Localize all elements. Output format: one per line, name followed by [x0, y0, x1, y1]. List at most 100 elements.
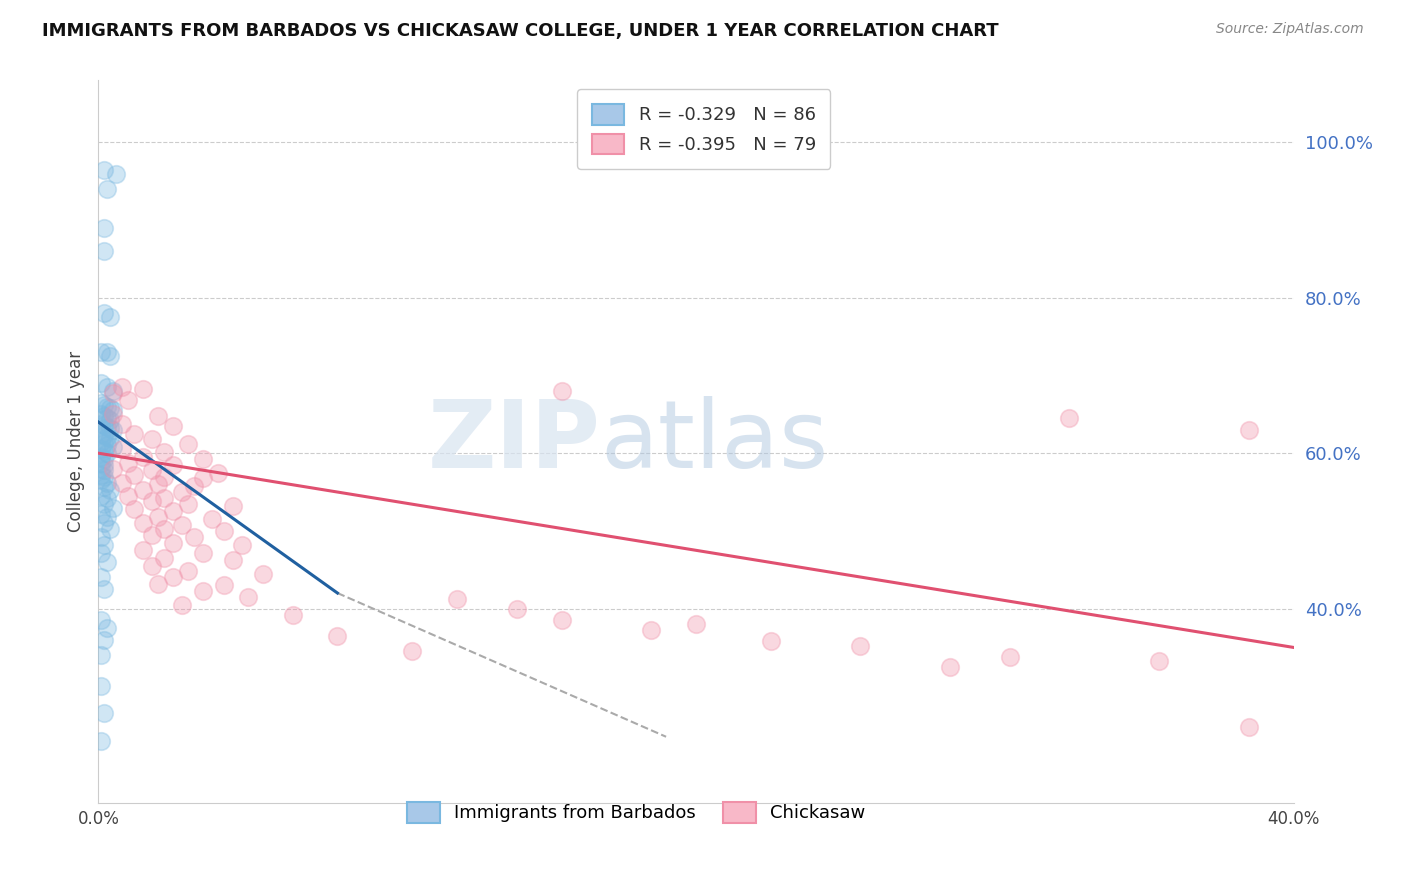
Point	[96, 621, 118, 635]
Point	[1237, 720, 1260, 734]
Point	[201, 512, 224, 526]
Point	[93, 220, 115, 235]
Point	[1147, 654, 1170, 668]
Point	[90, 434, 112, 449]
Point	[111, 380, 134, 394]
Point	[998, 649, 1021, 664]
Point	[153, 469, 176, 483]
Point	[281, 607, 304, 622]
Point	[98, 349, 122, 363]
Point	[148, 576, 170, 591]
Point	[90, 489, 112, 503]
Point	[103, 440, 125, 454]
Point	[236, 590, 259, 604]
Point	[162, 504, 184, 518]
Point	[177, 564, 200, 578]
Point	[506, 601, 529, 615]
Point	[96, 491, 118, 506]
Text: IMMIGRANTS FROM BARBADOS VS CHICKASAW COLLEGE, UNDER 1 YEAR CORRELATION CHART: IMMIGRANTS FROM BARBADOS VS CHICKASAW CO…	[42, 22, 998, 40]
Point	[93, 162, 115, 177]
Point	[90, 546, 112, 560]
Point	[96, 555, 118, 569]
Point	[1059, 411, 1081, 425]
Point	[759, 634, 782, 648]
Point	[90, 461, 112, 475]
Point	[90, 345, 112, 359]
Point	[90, 679, 112, 693]
Point	[685, 617, 707, 632]
Point	[98, 522, 122, 536]
Point	[191, 584, 214, 599]
Point	[93, 306, 115, 320]
Point	[105, 167, 128, 181]
Point	[401, 644, 423, 658]
Point	[90, 442, 112, 457]
Point	[153, 444, 176, 458]
Point	[98, 413, 122, 427]
Point	[93, 497, 115, 511]
Point	[93, 538, 115, 552]
Point	[90, 456, 112, 470]
Point	[141, 494, 163, 508]
Point	[111, 417, 134, 431]
Point	[132, 516, 155, 530]
Point	[90, 395, 112, 409]
Point	[153, 491, 176, 506]
Point	[183, 530, 205, 544]
Point	[96, 437, 118, 451]
Point	[212, 524, 235, 538]
Point	[939, 660, 962, 674]
Point	[93, 451, 115, 466]
Point	[153, 522, 176, 536]
Point	[231, 538, 253, 552]
Point	[162, 458, 184, 472]
Point	[141, 558, 163, 573]
Point	[124, 467, 146, 482]
Point	[96, 430, 118, 444]
Point	[132, 450, 155, 464]
Point	[90, 474, 112, 488]
Point	[132, 543, 155, 558]
Point	[103, 500, 125, 515]
Point	[93, 706, 115, 721]
Point	[96, 419, 118, 434]
Point	[207, 466, 229, 480]
Point	[90, 530, 112, 544]
Point	[96, 345, 118, 359]
Point	[93, 436, 115, 450]
Point	[93, 428, 115, 442]
Point	[124, 502, 146, 516]
Point	[93, 409, 115, 423]
Point	[172, 485, 194, 500]
Point	[93, 632, 115, 647]
Point	[117, 393, 139, 408]
Point	[98, 432, 122, 446]
Point	[148, 409, 170, 423]
Point	[93, 582, 115, 596]
Point	[93, 480, 115, 494]
Point	[550, 613, 572, 627]
Point	[93, 516, 115, 530]
Point	[111, 475, 134, 490]
Point	[90, 613, 112, 627]
Point	[117, 489, 139, 503]
Point	[98, 483, 122, 497]
Point	[90, 467, 112, 482]
Point	[96, 182, 118, 196]
Point	[90, 417, 112, 431]
Point	[98, 421, 122, 435]
Point	[117, 456, 139, 470]
Point	[183, 479, 205, 493]
Point	[172, 598, 194, 612]
Point	[103, 461, 125, 475]
Point	[98, 310, 122, 325]
Point	[96, 446, 118, 460]
Point	[103, 384, 125, 398]
Point	[222, 499, 245, 513]
Point	[162, 419, 184, 434]
Point	[90, 426, 112, 441]
Point	[172, 517, 194, 532]
Point	[93, 458, 115, 472]
Point	[446, 592, 468, 607]
Point	[162, 535, 184, 549]
